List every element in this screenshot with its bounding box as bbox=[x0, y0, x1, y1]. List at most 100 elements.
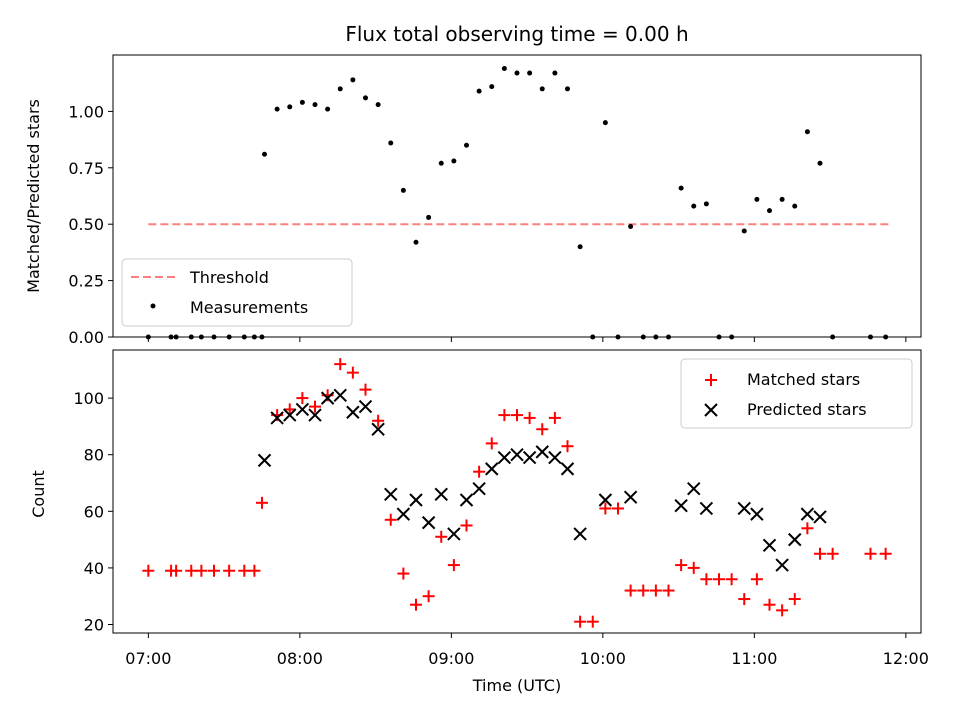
measurement-point bbox=[375, 102, 381, 108]
measurement-point bbox=[241, 334, 247, 340]
matched-star-point bbox=[485, 437, 498, 450]
measurement-point bbox=[640, 334, 646, 340]
predicted-star-point bbox=[800, 507, 815, 521]
legend-measurements-label: Measurements bbox=[190, 298, 308, 317]
matched-star-point bbox=[612, 502, 624, 515]
matched-star-point bbox=[359, 383, 372, 396]
matched-star-point bbox=[410, 598, 422, 611]
measurement-point bbox=[188, 334, 194, 340]
measurement-point bbox=[198, 334, 204, 340]
bottom-panel: 20 40 60 80 100 07:00 08:00 09:00 10:00 11:00 12:… bbox=[29, 349, 929, 695]
top-ytick-label: 0.00 bbox=[68, 328, 104, 347]
matched-star-point bbox=[208, 564, 220, 577]
top-panel: Flux total observing time = 0.00 h 0.000… bbox=[24, 22, 922, 347]
matched-star-point bbox=[624, 584, 637, 597]
measurement-point bbox=[413, 239, 419, 245]
predicted-star-point bbox=[295, 402, 310, 417]
matched-star-point bbox=[662, 584, 675, 597]
predicted-star-point bbox=[320, 391, 335, 405]
matched-star-point bbox=[700, 573, 713, 586]
measurement-point bbox=[678, 185, 684, 191]
matched-star-point bbox=[574, 615, 587, 628]
top-legend-frame bbox=[121, 258, 353, 327]
matched-star-point bbox=[309, 400, 321, 413]
bottom-xtick-label: 12:00 bbox=[883, 649, 929, 668]
measurement-point bbox=[779, 196, 785, 202]
measurement-point bbox=[703, 201, 709, 207]
matched-star-point bbox=[826, 547, 839, 560]
measurement-point bbox=[539, 86, 545, 92]
measurement-point bbox=[451, 158, 457, 164]
matched-star-point bbox=[548, 411, 561, 424]
predicted-star-point bbox=[560, 462, 575, 476]
bottom-xtick-label: 07:00 bbox=[125, 649, 171, 668]
predicted-star-point bbox=[699, 501, 714, 516]
matched-star-point bbox=[637, 584, 650, 597]
legend-predicted-swatch bbox=[704, 403, 718, 417]
measurement-point bbox=[527, 70, 533, 76]
bottom-y-axis: 20 40 60 80 100 bbox=[73, 389, 113, 635]
top-ytick-label: 0.25 bbox=[68, 272, 104, 291]
matched-star-point bbox=[142, 564, 155, 577]
measurement-point bbox=[615, 334, 621, 340]
predicted-star-point bbox=[485, 462, 499, 476]
predicted-star-point bbox=[813, 510, 827, 524]
predicted-star-point bbox=[270, 411, 284, 425]
matched-star-point bbox=[460, 519, 473, 532]
measurement-point bbox=[211, 334, 217, 340]
matched-star-point bbox=[586, 615, 599, 628]
predicted-star-point bbox=[472, 481, 486, 496]
measurement-point bbox=[350, 77, 356, 83]
predicted-star-point bbox=[409, 493, 423, 507]
predicted-star-point bbox=[522, 450, 537, 465]
measurement-point bbox=[552, 70, 558, 76]
matched-star-point bbox=[675, 559, 688, 572]
measurement-point bbox=[259, 334, 265, 340]
bottom-legend: Matched stars Predicted stars bbox=[680, 358, 913, 429]
matched-star-point bbox=[561, 440, 574, 453]
matched-star-point bbox=[750, 573, 763, 586]
measurement-point bbox=[337, 86, 343, 92]
measurement-point bbox=[173, 334, 179, 340]
predicted-star-point bbox=[257, 453, 272, 468]
predicted-star-point bbox=[548, 450, 562, 465]
bottom-series bbox=[142, 358, 892, 628]
measurement-point bbox=[868, 334, 873, 340]
legend-threshold-label: Threshold bbox=[189, 268, 269, 287]
bottom-x-axis-label: Time (UTC) bbox=[472, 676, 561, 695]
bottom-ytick-label: 80 bbox=[84, 446, 104, 465]
matched-star-point bbox=[334, 358, 347, 371]
matched-star-point bbox=[372, 414, 385, 427]
matched-star-point bbox=[498, 409, 511, 422]
measurement-point bbox=[729, 334, 735, 340]
top-ytick-label: 0.75 bbox=[68, 159, 104, 178]
predicted-star-point bbox=[598, 493, 613, 507]
bottom-plot-frame bbox=[112, 349, 922, 634]
matched-star-point bbox=[238, 564, 251, 577]
measurement-point bbox=[489, 84, 495, 90]
predicted-star-point bbox=[358, 399, 373, 414]
predicted-star-point bbox=[687, 481, 701, 496]
bottom-ytick-label: 60 bbox=[84, 502, 104, 521]
bottom-xtick-label: 10:00 bbox=[580, 649, 626, 668]
predicted-star-point bbox=[447, 527, 461, 541]
matched-star-point bbox=[447, 559, 460, 572]
measurement-point bbox=[666, 334, 671, 340]
matched-star-point bbox=[713, 573, 725, 586]
predicted-star-point bbox=[434, 487, 448, 502]
predicted-star-point bbox=[384, 487, 398, 502]
measurement-point bbox=[602, 120, 608, 126]
bottom-ytick-label: 100 bbox=[73, 389, 104, 408]
bottom-legend-frame bbox=[680, 358, 913, 429]
matched-star-point bbox=[864, 547, 877, 560]
predicted-star-point bbox=[497, 450, 512, 465]
matched-star-point bbox=[814, 547, 826, 560]
predicted-star-point bbox=[333, 388, 347, 402]
measurement-point bbox=[792, 203, 798, 209]
matched-star-point bbox=[473, 465, 486, 478]
matched-star-point bbox=[599, 502, 612, 515]
matched-star-point bbox=[788, 593, 801, 606]
measurement-point bbox=[830, 334, 836, 340]
predicted-star-point bbox=[371, 422, 385, 436]
